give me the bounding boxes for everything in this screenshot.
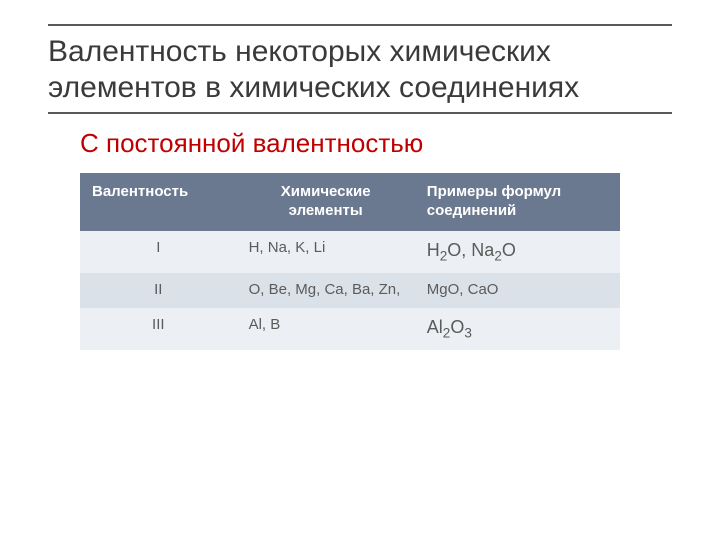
- table-header-cell: Валентность: [80, 173, 237, 231]
- cell-elements: H, Na, K, Li: [237, 231, 415, 273]
- table-row: IIO, Be, Mg, Ca, Ba, Zn,MgO, CaO: [80, 273, 620, 308]
- table-header-cell: Примеры формул соединений: [415, 173, 620, 231]
- table-header-cell: Химические элементы: [237, 173, 415, 231]
- title-block: Валентность некоторых химических элемент…: [48, 24, 672, 114]
- cell-elements: O, Be, Mg, Ca, Ba, Zn,: [237, 273, 415, 308]
- slide: Валентность некоторых химических элемент…: [0, 0, 720, 540]
- subtitle: С постоянной валентностью: [80, 128, 672, 159]
- cell-valency: III: [80, 308, 237, 350]
- cell-examples: Al2O3: [415, 308, 620, 350]
- page-title: Валентность некоторых химических элемент…: [48, 34, 672, 106]
- cell-elements: Al, B: [237, 308, 415, 350]
- cell-valency: I: [80, 231, 237, 273]
- table-row: IIIAl, BAl2O3: [80, 308, 620, 350]
- table-header: ВалентностьХимические элементыПримеры фо…: [80, 173, 620, 231]
- valency-table: ВалентностьХимические элементыПримеры фо…: [80, 173, 620, 350]
- cell-valency: II: [80, 273, 237, 308]
- cell-examples: MgO, CaO: [415, 273, 620, 308]
- table-body: IH, Na, K, LiH2O, Na2OIIO, Be, Mg, Ca, B…: [80, 231, 620, 351]
- table-row: IH, Na, K, LiH2O, Na2O: [80, 231, 620, 273]
- valency-table-wrap: ВалентностьХимические элементыПримеры фо…: [80, 173, 620, 350]
- cell-examples: H2O, Na2O: [415, 231, 620, 273]
